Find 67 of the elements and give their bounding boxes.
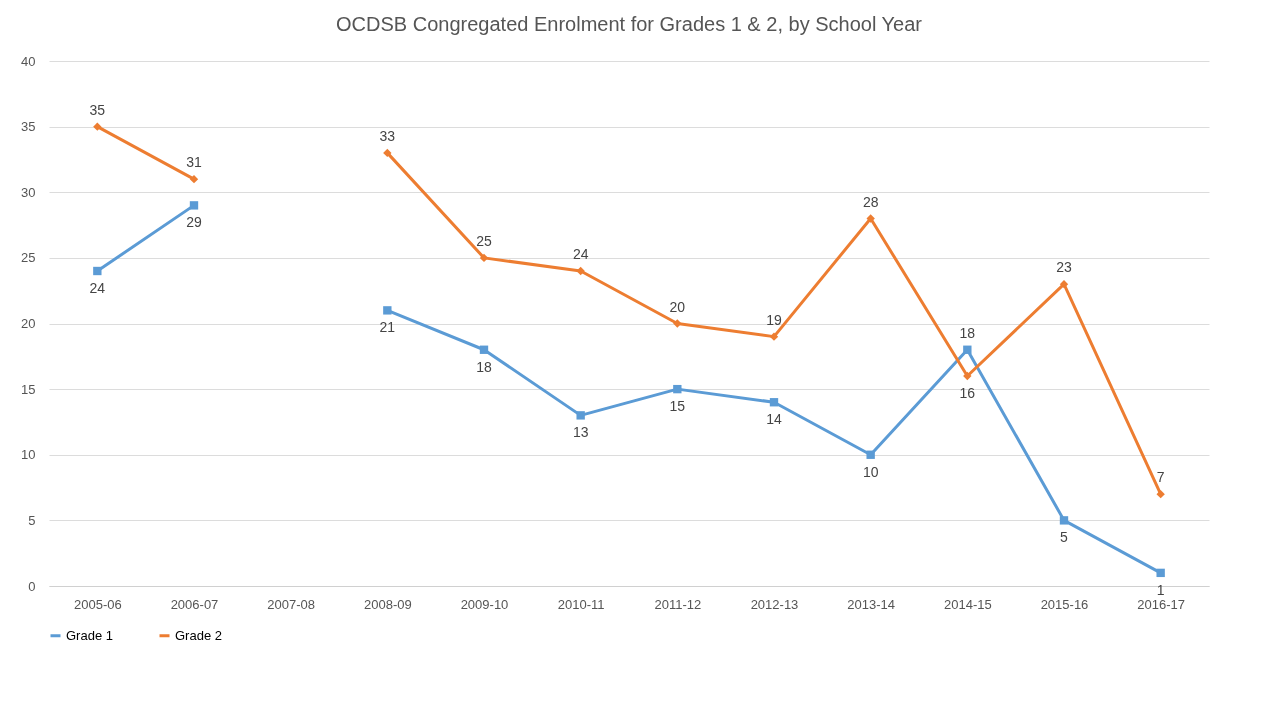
- legend-label: Grade 1: [66, 627, 113, 643]
- point: [576, 411, 585, 420]
- data-label: 15: [669, 398, 686, 415]
- point: [673, 319, 682, 328]
- y-tick-label: 30: [21, 184, 36, 200]
- chart-title: OCDSB Congregated Enrolment for Grades 1 & 2, by School Year: [336, 13, 923, 35]
- y-tick-label: 15: [21, 381, 36, 397]
- point: [963, 345, 972, 354]
- data-label: 23: [1056, 259, 1072, 276]
- x-tick-label: 2008-09: [363, 596, 412, 612]
- data-label: 35: [89, 101, 106, 118]
- data-label: 13: [572, 424, 589, 441]
- point: [1059, 279, 1069, 289]
- x-tick-label: 2009-10: [460, 596, 509, 612]
- point: [1156, 489, 1165, 499]
- data-label: 24: [572, 246, 589, 262]
- x-tick-label: 2007-08: [267, 596, 316, 612]
- data-label: 24: [89, 280, 106, 296]
- data-label: 25: [476, 232, 492, 249]
- x-tick-label: 2006-07: [170, 596, 219, 612]
- y-tick-label: 20: [21, 316, 36, 331]
- x-tick-label: 2011-12: [654, 596, 702, 612]
- y-tick-label: 35: [21, 119, 36, 135]
- x-tick-label: 2014-15: [943, 596, 992, 612]
- data-label: 10: [862, 463, 879, 480]
- data-label: 16: [959, 385, 976, 401]
- point: [479, 345, 489, 354]
- point: [769, 332, 779, 341]
- data-label: 14: [766, 411, 782, 428]
- data-label: 33: [379, 127, 396, 144]
- point: [189, 201, 199, 210]
- x-tick-label: 2013-14: [847, 596, 896, 612]
- data-label: 31: [186, 154, 202, 171]
- y-tick-label: 0: [28, 578, 36, 594]
- point: [93, 122, 102, 131]
- point: [769, 398, 779, 407]
- data-label: 19: [766, 311, 782, 328]
- data-label: 29: [186, 214, 202, 231]
- x-tick-label: 2005-06: [73, 596, 122, 612]
- point: [93, 266, 102, 276]
- point: [1156, 568, 1165, 578]
- data-label: 1: [1156, 581, 1165, 598]
- data-label: 28: [862, 193, 879, 210]
- data-label: 7: [1156, 469, 1165, 486]
- data-label: 18: [476, 358, 492, 375]
- point: [1059, 516, 1069, 525]
- y-tick-label: 5: [28, 512, 36, 528]
- point: [866, 214, 875, 223]
- y-tick-label: 10: [21, 447, 36, 463]
- point: [963, 371, 972, 381]
- data-label: 18: [959, 324, 976, 341]
- legend-label: Grade 2: [175, 627, 222, 643]
- point: [383, 148, 392, 158]
- y-tick-label: 25: [21, 250, 36, 266]
- data-label: 5: [1060, 529, 1069, 546]
- x-tick-label: 2016-17: [1137, 596, 1186, 612]
- point: [383, 306, 392, 315]
- data-label: 21: [379, 319, 396, 336]
- data-label: 20: [669, 298, 686, 315]
- point: [189, 174, 199, 184]
- y-tick-label: 40: [21, 53, 36, 69]
- x-tick-label: 2010-11: [557, 596, 605, 612]
- point: [576, 266, 585, 276]
- point: [866, 450, 875, 459]
- x-tick-label: 2015-16: [1040, 596, 1089, 612]
- x-tick-label: 2012-13: [750, 596, 799, 612]
- point: [673, 384, 682, 394]
